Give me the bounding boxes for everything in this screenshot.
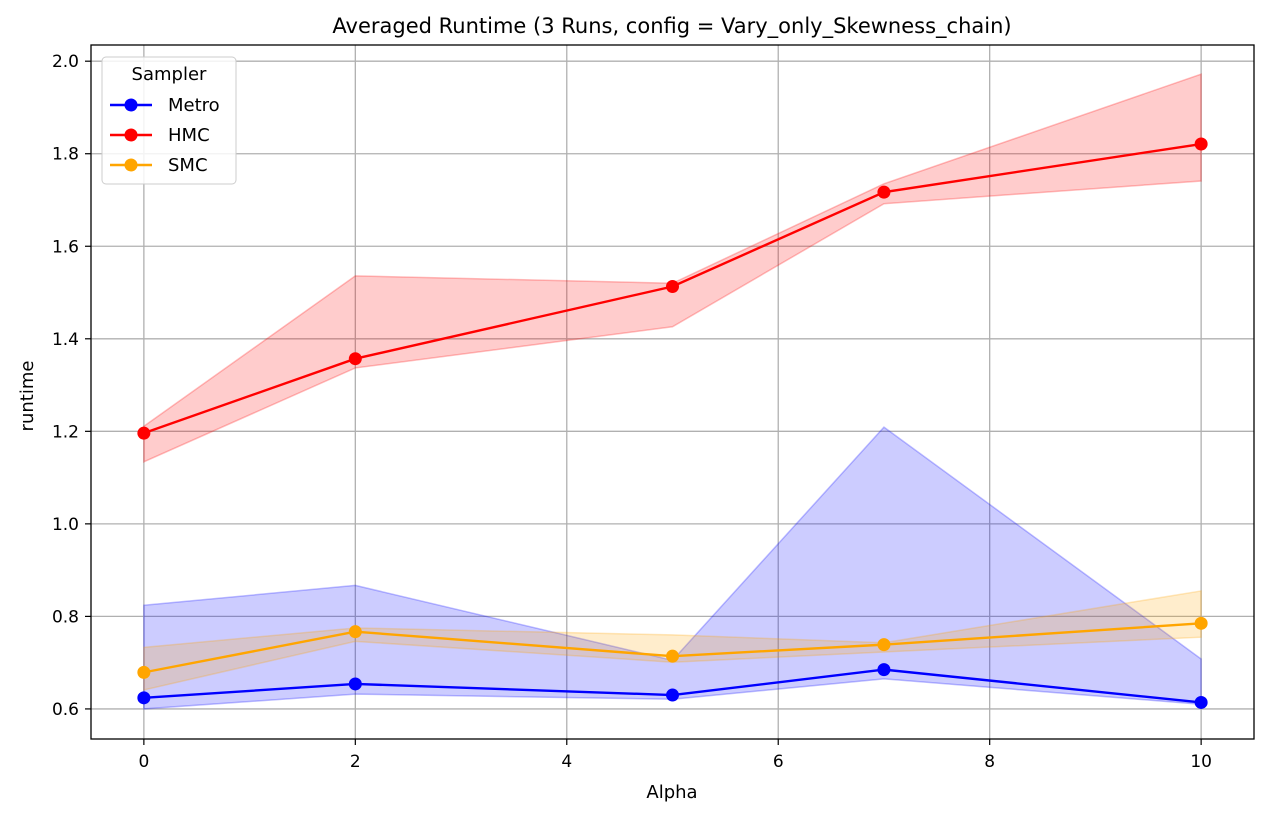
smc-legend-marker bbox=[124, 158, 138, 172]
plot-area-frame bbox=[90, 44, 1255, 740]
confidence-bands bbox=[143, 73, 1202, 710]
hmc-point bbox=[1194, 137, 1208, 151]
smc-point bbox=[348, 625, 362, 639]
x-tick-label: 10 bbox=[1190, 752, 1212, 772]
y-tick-label: 1.0 bbox=[52, 515, 79, 535]
y-tick-label: 1.6 bbox=[52, 237, 79, 257]
y-tick-label: 1.2 bbox=[52, 422, 79, 442]
smc-point bbox=[137, 665, 151, 679]
smc-band bbox=[143, 590, 1202, 691]
smc-point bbox=[877, 638, 891, 652]
hmc-legend-marker bbox=[124, 128, 138, 142]
metro-point bbox=[666, 688, 679, 702]
y-axis-ticks: 0.6 0.8 1.0 1.2 1.4 1.6 1.8 2.0 bbox=[52, 52, 91, 720]
x-tick-label: 2 bbox=[350, 752, 361, 772]
hmc-point bbox=[137, 426, 151, 440]
metro-point bbox=[137, 691, 151, 705]
y-tick-label: 0.8 bbox=[52, 607, 79, 627]
y-tick-label: 0.6 bbox=[52, 700, 79, 720]
hmc-point bbox=[348, 352, 362, 366]
y-tick-label: 1.8 bbox=[52, 145, 79, 165]
smc-point bbox=[1194, 616, 1208, 630]
hmc-point bbox=[877, 185, 891, 199]
legend: Sampler Metro HMC SMC bbox=[101, 56, 237, 185]
smc-legend-label: SMC bbox=[168, 155, 208, 176]
y-axis-title: runtime bbox=[17, 361, 38, 432]
y-tick-label: 2.0 bbox=[52, 52, 79, 72]
metro-point bbox=[1194, 695, 1208, 709]
x-tick-label: 8 bbox=[984, 752, 995, 772]
metro-legend-label: Metro bbox=[168, 95, 220, 116]
metro-point bbox=[877, 663, 891, 677]
x-axis-ticks: 0 2 4 6 8 10 bbox=[138, 739, 1212, 772]
hmc-point bbox=[666, 280, 679, 294]
x-tick-label: 0 bbox=[138, 752, 149, 772]
hmc-band bbox=[143, 73, 1202, 464]
smc-point bbox=[666, 649, 679, 663]
series-points bbox=[137, 137, 1208, 709]
grid-lines bbox=[91, 45, 1254, 739]
metro-legend-marker bbox=[124, 98, 138, 112]
metro-point bbox=[348, 677, 362, 691]
legend-box bbox=[101, 56, 237, 185]
chart-title: Averaged Runtime (3 Runs, config = Vary_… bbox=[332, 14, 1011, 39]
x-axis-title: Alpha bbox=[646, 782, 697, 803]
hmc-legend-label: HMC bbox=[168, 125, 210, 146]
legend-title: Sampler bbox=[132, 64, 207, 85]
legend-items: Metro HMC SMC bbox=[110, 95, 220, 176]
x-tick-label: 6 bbox=[773, 752, 784, 772]
y-tick-label: 1.4 bbox=[52, 330, 79, 350]
x-tick-label: 4 bbox=[561, 752, 572, 772]
